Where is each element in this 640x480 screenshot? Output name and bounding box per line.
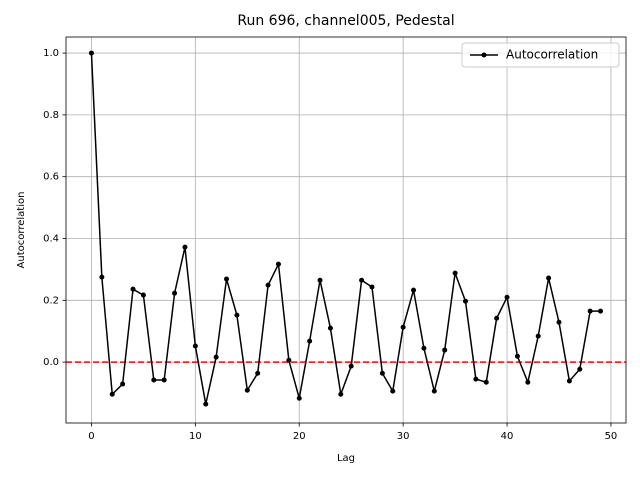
data-point xyxy=(494,315,500,321)
data-point xyxy=(556,319,562,325)
y-tick-label: 0.8 xyxy=(43,110,59,121)
data-point xyxy=(307,338,313,344)
data-point xyxy=(338,391,344,397)
chart-title: Run 696, channel005, Pedestal xyxy=(237,13,454,29)
data-point xyxy=(442,347,448,353)
x-tick-label: 0 xyxy=(88,431,94,442)
x-axis-label: Lag xyxy=(337,453,355,464)
data-point xyxy=(327,325,333,331)
data-point xyxy=(462,298,468,304)
y-tick-label: 0.6 xyxy=(43,172,59,183)
x-tick-label: 10 xyxy=(189,431,202,442)
data-point xyxy=(431,388,437,394)
data-point xyxy=(473,376,479,382)
data-point xyxy=(452,270,458,276)
data-point xyxy=(379,370,385,376)
data-point xyxy=(140,292,146,298)
data-point xyxy=(535,333,541,339)
data-point xyxy=(296,395,302,401)
data-point xyxy=(566,378,572,384)
data-point xyxy=(275,261,281,267)
data-point xyxy=(587,308,593,314)
x-tick-label: 50 xyxy=(605,431,618,442)
y-tick-label: 0.2 xyxy=(43,295,59,306)
y-tick-label: 0.4 xyxy=(43,233,59,244)
data-point xyxy=(514,353,520,359)
data-point xyxy=(317,277,323,283)
data-point xyxy=(400,324,406,330)
data-point xyxy=(369,284,375,290)
data-point xyxy=(359,277,365,283)
legend-box xyxy=(461,42,620,68)
data-point xyxy=(172,290,178,296)
data-point xyxy=(390,388,396,394)
data-point xyxy=(182,244,188,250)
data-point xyxy=(224,276,230,282)
data-point xyxy=(213,354,219,360)
data-point xyxy=(546,275,552,281)
x-tick-label: 30 xyxy=(397,431,410,442)
data-point xyxy=(99,274,105,280)
data-point xyxy=(234,312,240,318)
data-point xyxy=(192,343,198,349)
data-point xyxy=(504,294,510,300)
data-point xyxy=(151,377,157,383)
plot-frame xyxy=(65,36,627,424)
y-axis-label: Autocorrelation xyxy=(16,192,27,269)
data-point xyxy=(161,377,167,383)
legend-marker xyxy=(481,52,487,58)
data-line xyxy=(90,53,601,405)
data-point xyxy=(421,345,427,351)
x-tick-label: 40 xyxy=(501,431,514,442)
data-point xyxy=(203,401,209,407)
data-point xyxy=(577,366,583,372)
data-point xyxy=(265,282,271,288)
legend-label: Autocorrelation xyxy=(506,48,598,62)
data-point xyxy=(348,363,354,369)
data-point xyxy=(109,391,115,397)
data-point xyxy=(598,308,604,314)
data-point xyxy=(88,50,94,56)
y-tick-label: 0.0 xyxy=(43,357,59,368)
x-tick-label: 20 xyxy=(293,431,306,442)
data-point xyxy=(255,370,261,376)
data-point xyxy=(483,379,489,385)
data-point xyxy=(286,357,292,363)
y-tick-label: 1.0 xyxy=(43,48,59,59)
data-point xyxy=(525,379,531,385)
data-point xyxy=(411,287,417,293)
data-point xyxy=(244,387,250,393)
data-point xyxy=(120,381,126,387)
data-point xyxy=(130,286,136,292)
